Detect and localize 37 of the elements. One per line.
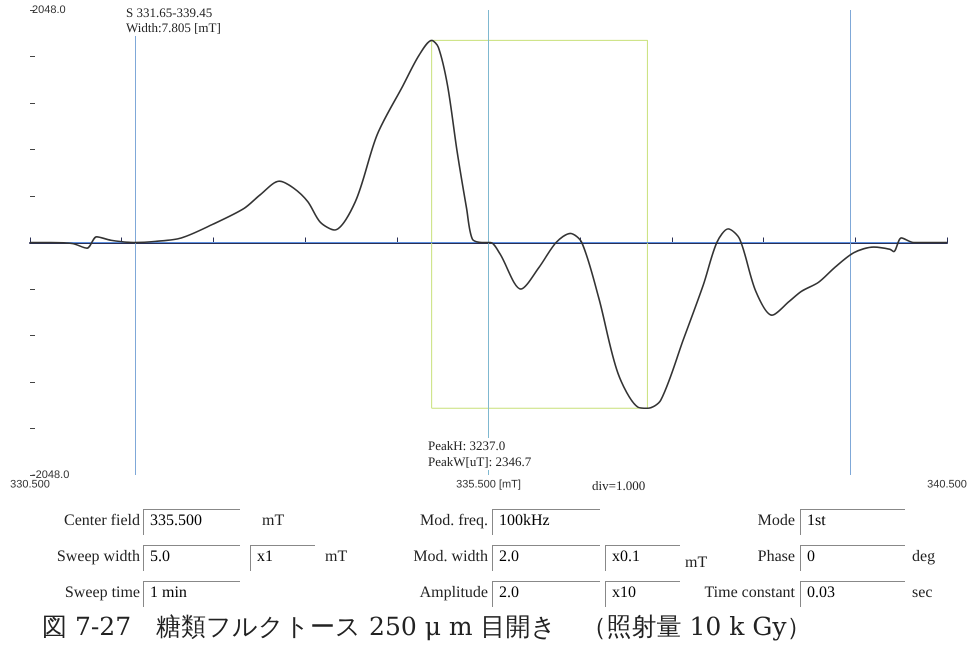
annotation: PeakH: 3237.0 — [426, 438, 508, 454]
x-tick-label: 340.500 — [927, 478, 967, 490]
annotation: PeakW[uT]: 2346.7 — [426, 454, 534, 470]
text: deg — [912, 548, 936, 566]
text-field: 1 min — [143, 581, 240, 607]
text-field: x0.1 — [605, 545, 680, 571]
text-field: 0.03 — [800, 581, 905, 607]
text: Mode — [758, 512, 795, 530]
text-field: 335.500 — [143, 509, 240, 535]
x-tick-label: 335.500 [mT] — [456, 478, 521, 490]
y-tick-label: 2048.0 — [32, 4, 66, 16]
text: 図 7-27 糖類フルクトース 250 μ m 目開き （照射量 10 k Gy） — [42, 611, 812, 643]
text-field: 0 — [800, 545, 905, 571]
text-field: 5.0 — [143, 545, 240, 571]
text-field: x10 — [605, 581, 680, 607]
text: Phase — [758, 548, 795, 566]
annotation: S 331.65-339.45 — [124, 5, 214, 21]
text: Mod. freq. — [420, 512, 488, 530]
text: Center field — [64, 512, 140, 530]
text: div=1.000 — [590, 478, 648, 494]
text: mT — [325, 548, 348, 566]
text-field: 1st — [800, 509, 905, 535]
text-field: 2.0 — [492, 545, 600, 571]
text-field: 100kHz — [492, 509, 600, 535]
text: Amplitude — [420, 584, 488, 602]
y-tick-label: -2048.0 — [32, 469, 70, 481]
text: Sweep width — [56, 548, 140, 566]
text: mT — [262, 512, 284, 530]
text: sec — [912, 584, 932, 602]
text: mT — [685, 554, 708, 572]
x-tick-label: 330.500 — [10, 478, 50, 490]
text: Time constant — [704, 584, 795, 602]
text-field: x1 — [250, 545, 315, 571]
annotation: Width:7.805 [mT] — [124, 20, 223, 36]
text: Mod. width — [413, 548, 488, 566]
text-field: 2.0 — [492, 581, 600, 607]
text: Sweep time — [64, 584, 140, 602]
